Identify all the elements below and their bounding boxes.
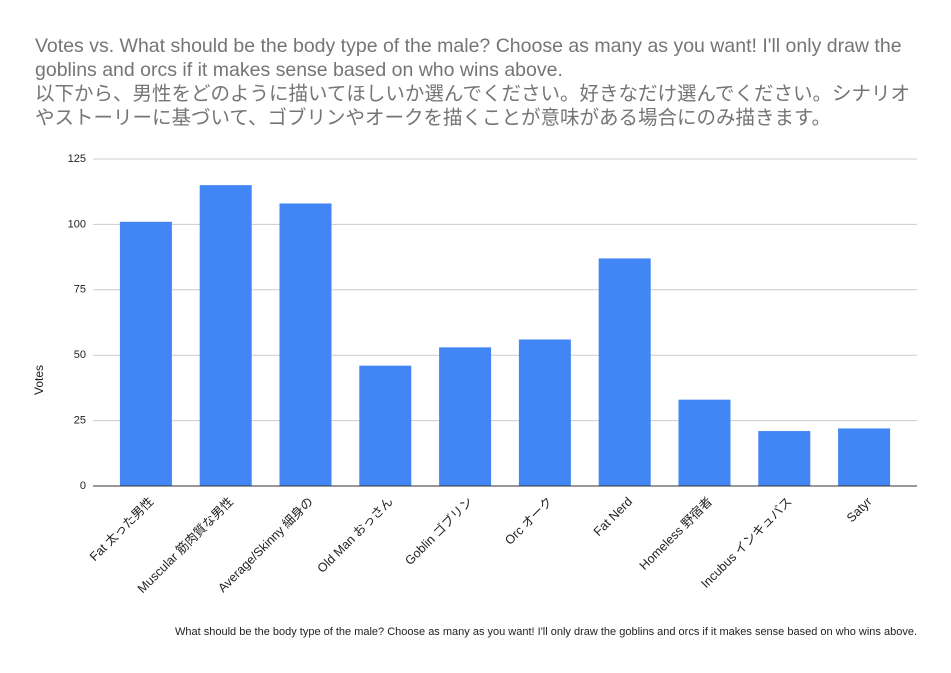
bar — [518, 339, 571, 486]
x-tick-label: Goblin ゴブリン — [402, 494, 476, 568]
x-tick-label: Fat Nerd — [591, 495, 635, 539]
y-tick-label: 25 — [74, 415, 86, 427]
y-tick-label: 75 — [74, 284, 86, 296]
bar — [758, 431, 811, 486]
chart-title: Votes vs. What should be the body type o… — [35, 35, 910, 129]
x-tick-label: Incubus インキュバス — [698, 495, 794, 591]
x-tick-label: Fat 太った男性 — [86, 494, 156, 564]
x-tick-label: Orc オーク — [502, 495, 555, 548]
y-tick-label: 50 — [74, 349, 86, 361]
bar — [678, 399, 731, 486]
x-tick-label: Old Man おっさん — [315, 495, 396, 576]
bar — [279, 203, 332, 487]
bar — [598, 258, 651, 486]
bar — [439, 347, 492, 486]
y-axis-label: Votes — [32, 365, 46, 395]
x-axis-label: What should be the body type of the male… — [175, 626, 917, 638]
bar — [119, 221, 172, 486]
x-tick-label: Homeless 野宿者 — [636, 494, 715, 573]
bar — [359, 365, 412, 486]
x-tick-label: Satyr — [844, 495, 875, 526]
y-tick-label: 0 — [80, 480, 86, 492]
y-tick-label: 100 — [68, 218, 86, 230]
bar — [838, 428, 891, 486]
bar — [199, 185, 252, 486]
y-tick-label: 125 — [68, 153, 86, 165]
